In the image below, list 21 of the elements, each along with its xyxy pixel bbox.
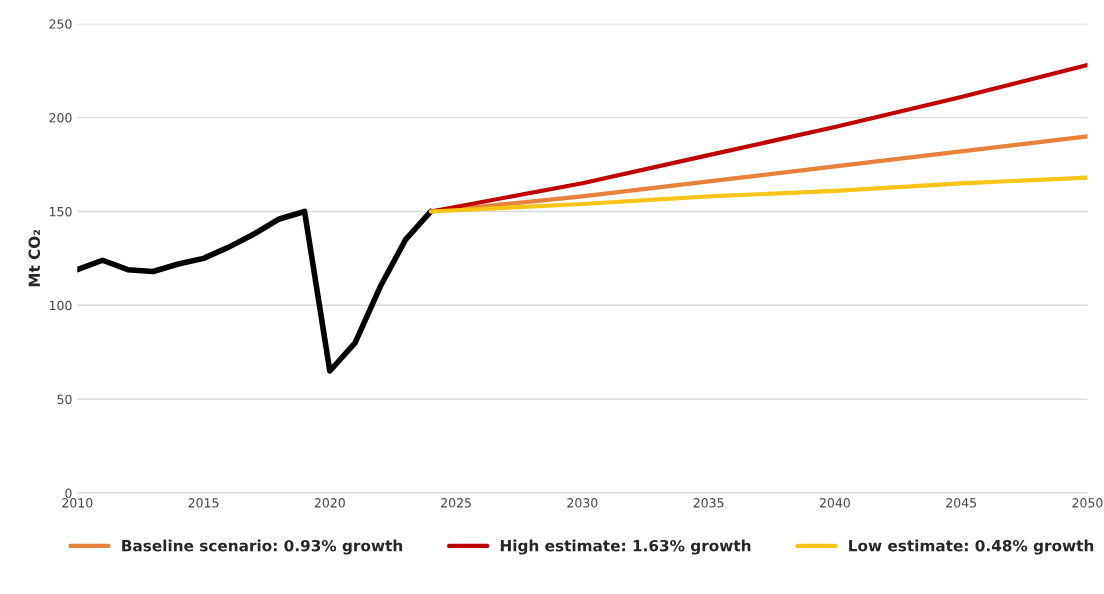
y-tick-label: 100 [49,300,72,311]
x-tick-label: 2020 [314,498,345,508]
legend-label: High estimate: 1.63% growth [500,539,751,555]
legend-label: Low estimate: 0.48% growth [849,539,1094,555]
y-tick-label: 250 [49,19,72,29]
y-tick-label: 200 [49,113,72,123]
x-tick-label: 2040 [819,498,850,508]
line-series [428,175,1088,214]
x-tick-label: 2015 [188,498,219,508]
x-tick-label: 2050 [1072,498,1103,508]
line-series [428,62,1088,214]
y-tick-label: 150 [49,206,72,217]
legend-label: Baseline scenario: 0.93% growth [122,539,403,555]
y-tick-label: 50 [57,394,72,405]
x-tick-label: 2010 [62,498,93,508]
y-tick-label: 0 [65,488,72,498]
x-tick-label: 2025 [441,498,471,508]
y-axis-title: Mt CO₂ [28,229,41,287]
x-tick-label: 2030 [567,498,598,508]
x-tick-label: 2035 [693,498,724,508]
x-tick-label: 2045 [946,498,976,508]
